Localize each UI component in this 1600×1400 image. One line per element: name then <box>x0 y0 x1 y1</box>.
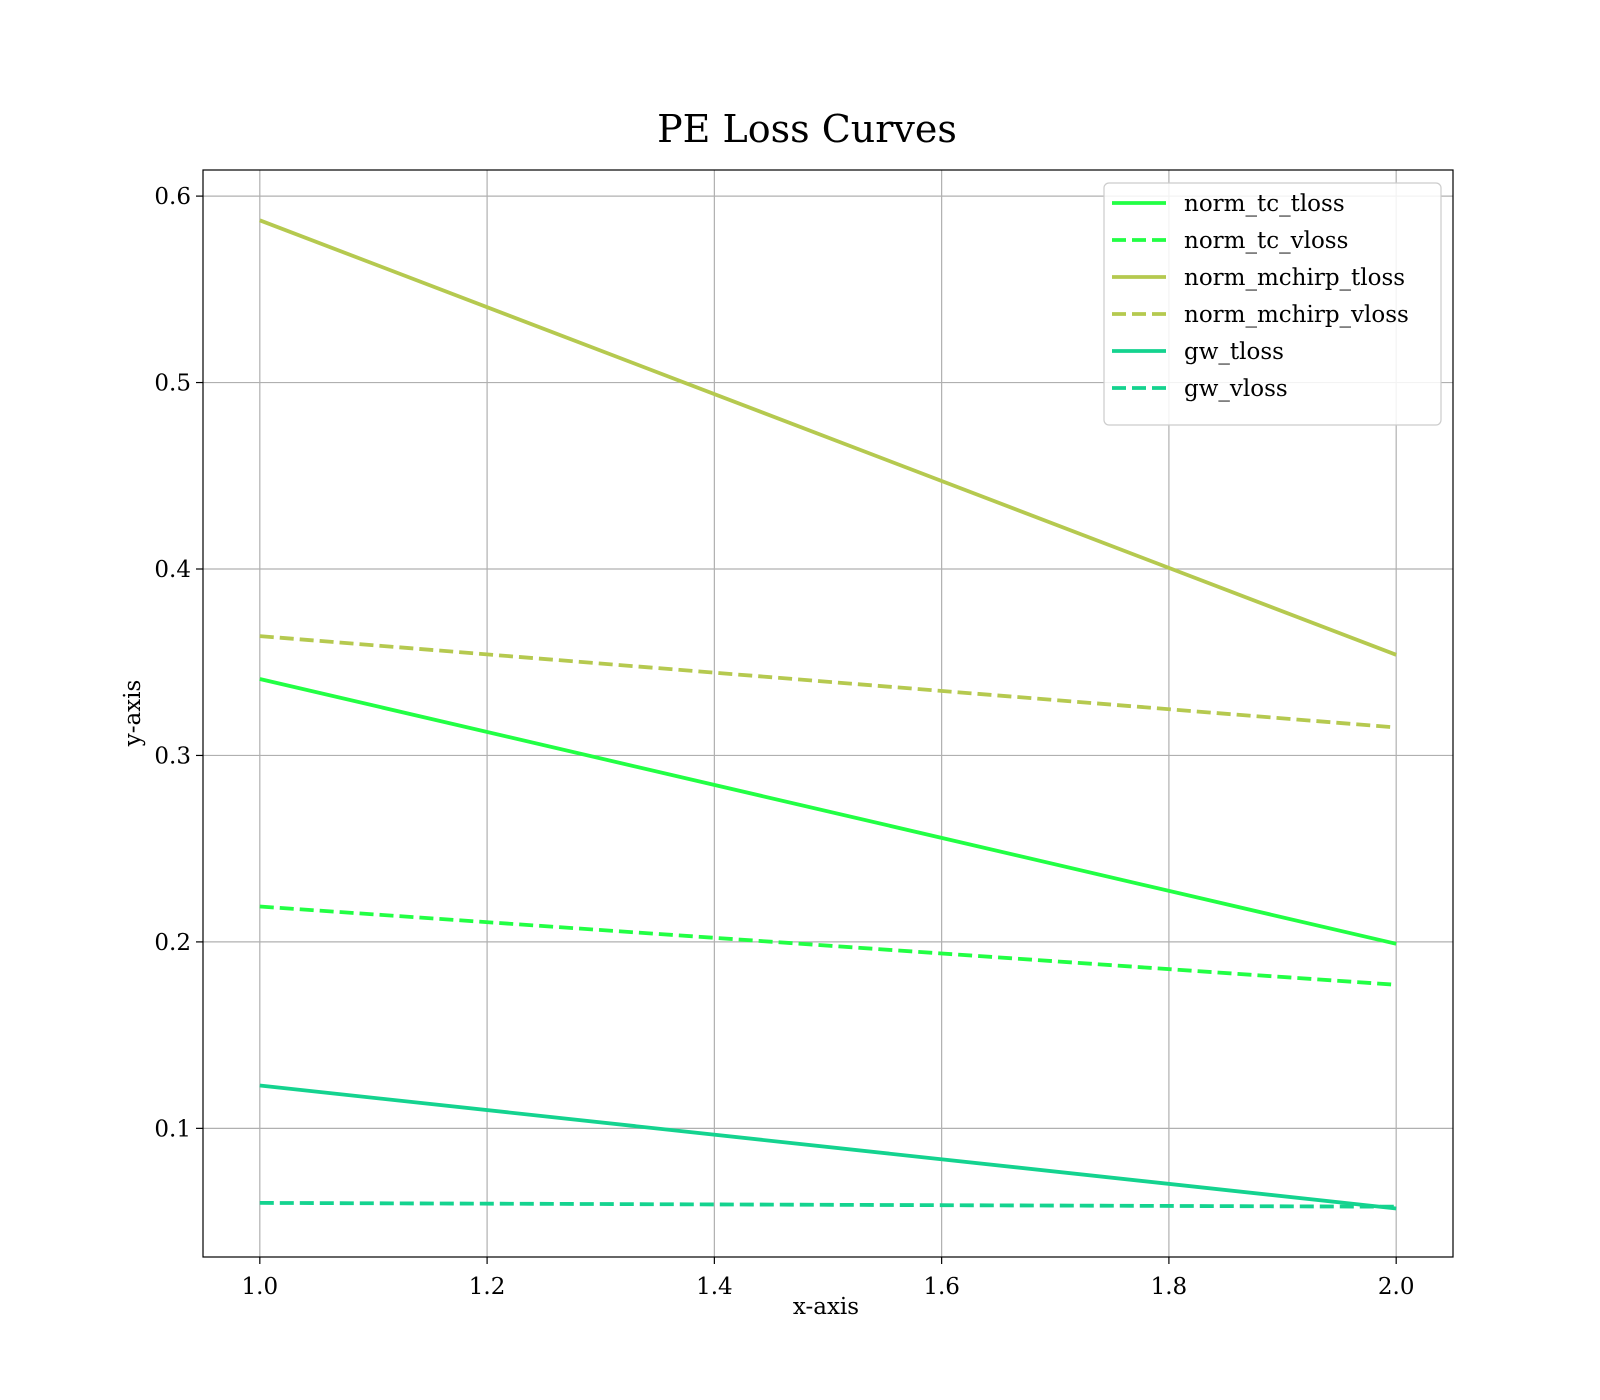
x-tick-label: 1.2 <box>469 1274 506 1300</box>
x-tick-label: 1.4 <box>696 1274 733 1300</box>
chart-title: PE Loss Curves <box>657 107 957 151</box>
x-tick-label: 1.0 <box>242 1274 279 1300</box>
legend-label: norm_mchirp_vloss <box>1184 302 1409 328</box>
legend-label: norm_tc_tloss <box>1184 191 1345 217</box>
legend-label: gw_tloss <box>1184 339 1284 365</box>
axis-ticks: 1.0 1.2 1.4 1.6 1.8 2.0 0.1 0.2 0.3 0.4 0.5 0.6 <box>154 184 1414 1300</box>
legend-box <box>1103 182 1442 426</box>
legend-label: norm_tc_vloss <box>1184 228 1348 254</box>
series-line-norm-tc-tloss <box>259 677 1397 946</box>
plot-frame <box>202 169 1454 1258</box>
x-axis-label: x-axis <box>793 1294 859 1320</box>
x-tick-label: 2.0 <box>1378 1274 1415 1300</box>
y-tick-label: 0.5 <box>154 371 191 397</box>
legend-label: norm_mchirp_tloss <box>1184 265 1405 291</box>
legend-label: gw_vloss <box>1184 376 1288 402</box>
series-lines <box>259 218 1397 1211</box>
series-line-gw-vloss <box>259 1201 1397 1209</box>
y-tick-label: 0.3 <box>154 743 191 769</box>
y-tick-label: 0.1 <box>154 1116 191 1142</box>
legend: norm_tc_tloss norm_tc_vloss norm_mchirp_tl… <box>1103 182 1442 426</box>
series-line-norm-tc-vloss <box>259 904 1397 987</box>
series-line-norm-mchirp-vloss <box>259 634 1397 730</box>
y-axis-label: y-axis <box>120 680 146 748</box>
series-line-gw-tloss <box>259 1083 1397 1211</box>
y-tick-label: 0.4 <box>154 557 191 583</box>
y-tick-label: 0.2 <box>154 930 191 956</box>
x-tick-label: 1.8 <box>1151 1274 1188 1300</box>
series-line-norm-mchirp-tloss <box>259 218 1397 657</box>
x-tick-label: 1.6 <box>923 1274 960 1300</box>
y-tick-label: 0.6 <box>154 184 191 210</box>
